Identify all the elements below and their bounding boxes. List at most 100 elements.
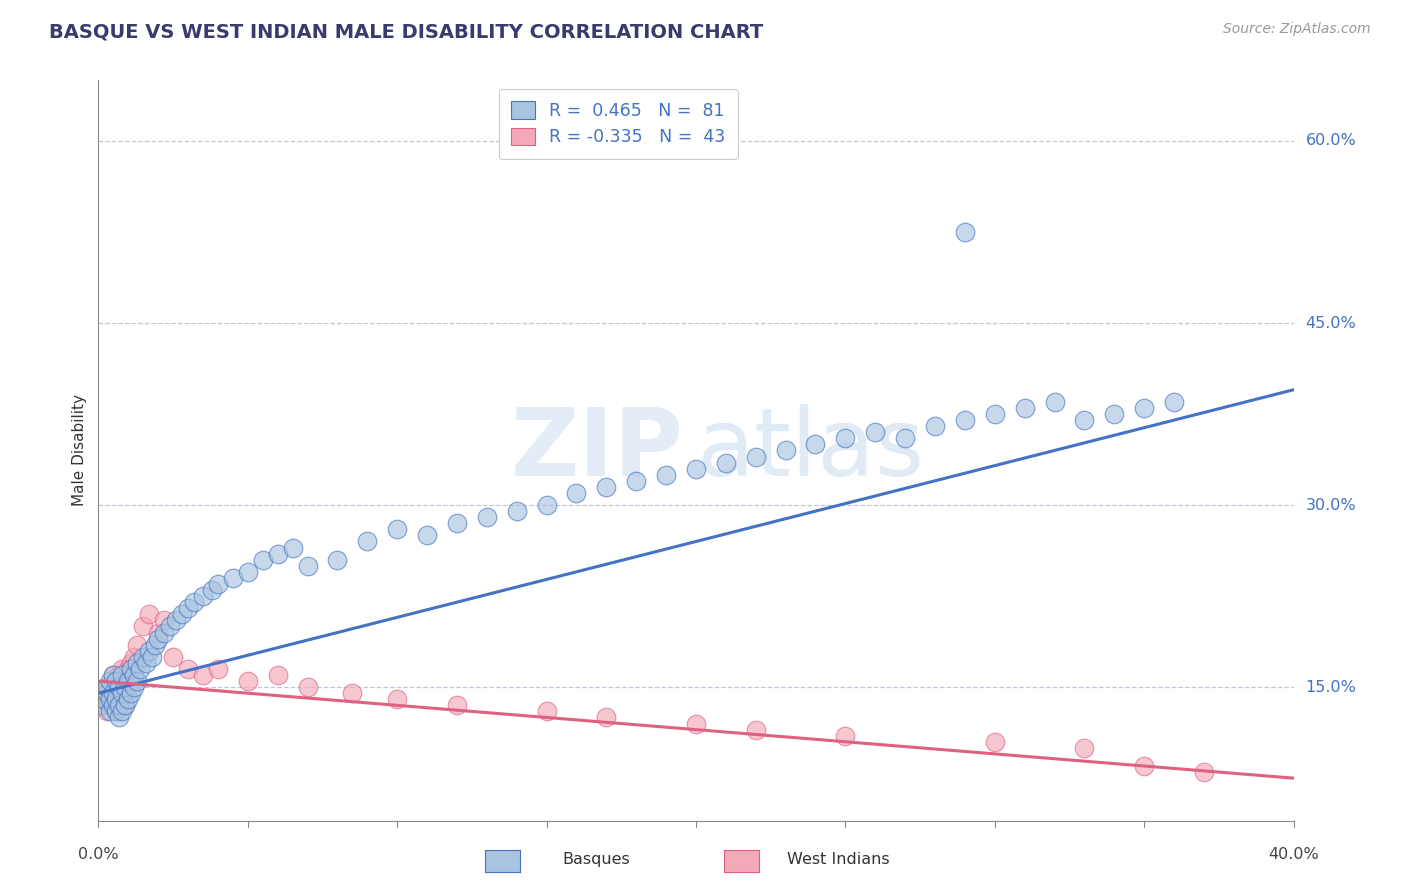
Point: [165, 613, 187, 627]
Point: [108, 698, 131, 713]
Point: [108, 668, 131, 682]
Text: 40.0%: 40.0%: [1268, 847, 1319, 863]
Point: [105, 674, 128, 689]
Point: [714, 456, 737, 470]
Point: [984, 407, 1007, 421]
Point: [148, 625, 170, 640]
Point: [207, 577, 229, 591]
Point: [105, 705, 128, 719]
Point: [103, 698, 125, 713]
Point: [135, 656, 157, 670]
Point: [124, 680, 146, 694]
Point: [565, 486, 588, 500]
Point: [111, 705, 134, 719]
Point: [626, 474, 648, 488]
Point: [117, 680, 139, 694]
Text: BASQUE VS WEST INDIAN MALE DISABILITY CORRELATION CHART: BASQUE VS WEST INDIAN MALE DISABILITY CO…: [49, 22, 763, 41]
Point: [385, 692, 409, 706]
Point: [114, 680, 136, 694]
Point: [153, 625, 176, 640]
Legend: R =  0.465   N =  81, R = -0.335   N =  43: R = 0.465 N = 81, R = -0.335 N = 43: [499, 89, 738, 159]
Point: [103, 686, 125, 700]
Point: [111, 686, 134, 700]
Point: [96, 686, 118, 700]
Point: [685, 716, 707, 731]
Point: [953, 225, 976, 239]
Point: [475, 510, 498, 524]
Point: [953, 413, 976, 427]
Point: [1133, 401, 1156, 415]
Point: [108, 710, 131, 724]
Point: [90, 698, 112, 713]
Point: [685, 461, 707, 475]
Point: [1133, 759, 1156, 773]
Text: 45.0%: 45.0%: [1306, 316, 1357, 331]
Point: [124, 668, 146, 682]
Point: [865, 425, 887, 440]
Point: [162, 649, 184, 664]
Point: [120, 662, 142, 676]
Text: West Indians: West Indians: [787, 852, 890, 867]
Point: [96, 705, 118, 719]
Point: [120, 686, 142, 700]
Point: [1073, 413, 1095, 427]
Point: [127, 656, 149, 670]
Point: [924, 419, 946, 434]
Point: [207, 662, 229, 676]
Point: [138, 607, 160, 622]
Point: [105, 705, 128, 719]
Point: [236, 674, 259, 689]
Point: [745, 450, 768, 464]
Point: [177, 662, 200, 676]
Point: [252, 552, 274, 566]
Point: [114, 698, 136, 713]
Point: [103, 668, 125, 682]
Point: [98, 674, 122, 689]
Text: 0.0%: 0.0%: [79, 847, 118, 863]
Point: [1192, 765, 1215, 780]
Point: [117, 692, 139, 706]
Point: [655, 467, 678, 482]
Point: [105, 674, 128, 689]
Point: [222, 571, 245, 585]
Point: [536, 498, 558, 512]
Point: [177, 601, 200, 615]
Point: [148, 632, 170, 646]
Point: [326, 552, 349, 566]
Point: [141, 649, 163, 664]
Point: [536, 705, 558, 719]
Point: [342, 686, 364, 700]
Point: [98, 698, 122, 713]
Point: [297, 558, 319, 573]
Point: [96, 680, 118, 694]
Point: [120, 656, 142, 670]
Point: [111, 686, 134, 700]
Point: [114, 674, 136, 689]
Point: [93, 686, 115, 700]
Point: [108, 692, 131, 706]
Point: [267, 668, 290, 682]
Point: [1104, 407, 1126, 421]
Text: 15.0%: 15.0%: [1306, 680, 1357, 695]
Point: [416, 528, 439, 542]
Point: [1073, 740, 1095, 755]
Point: [111, 662, 134, 676]
Point: [103, 668, 125, 682]
Point: [93, 692, 115, 706]
Text: Source: ZipAtlas.com: Source: ZipAtlas.com: [1223, 22, 1371, 37]
Point: [191, 668, 214, 682]
Point: [98, 705, 122, 719]
Point: [745, 723, 768, 737]
Text: atlas: atlas: [696, 404, 924, 497]
Text: ZIP: ZIP: [512, 404, 685, 497]
Y-axis label: Male Disability: Male Disability: [72, 394, 87, 507]
Point: [98, 692, 122, 706]
Point: [297, 680, 319, 694]
Point: [143, 638, 166, 652]
Text: Basques: Basques: [562, 852, 630, 867]
Text: 60.0%: 60.0%: [1306, 134, 1357, 148]
Point: [172, 607, 194, 622]
Point: [127, 638, 149, 652]
Point: [138, 644, 160, 658]
Point: [159, 619, 181, 633]
